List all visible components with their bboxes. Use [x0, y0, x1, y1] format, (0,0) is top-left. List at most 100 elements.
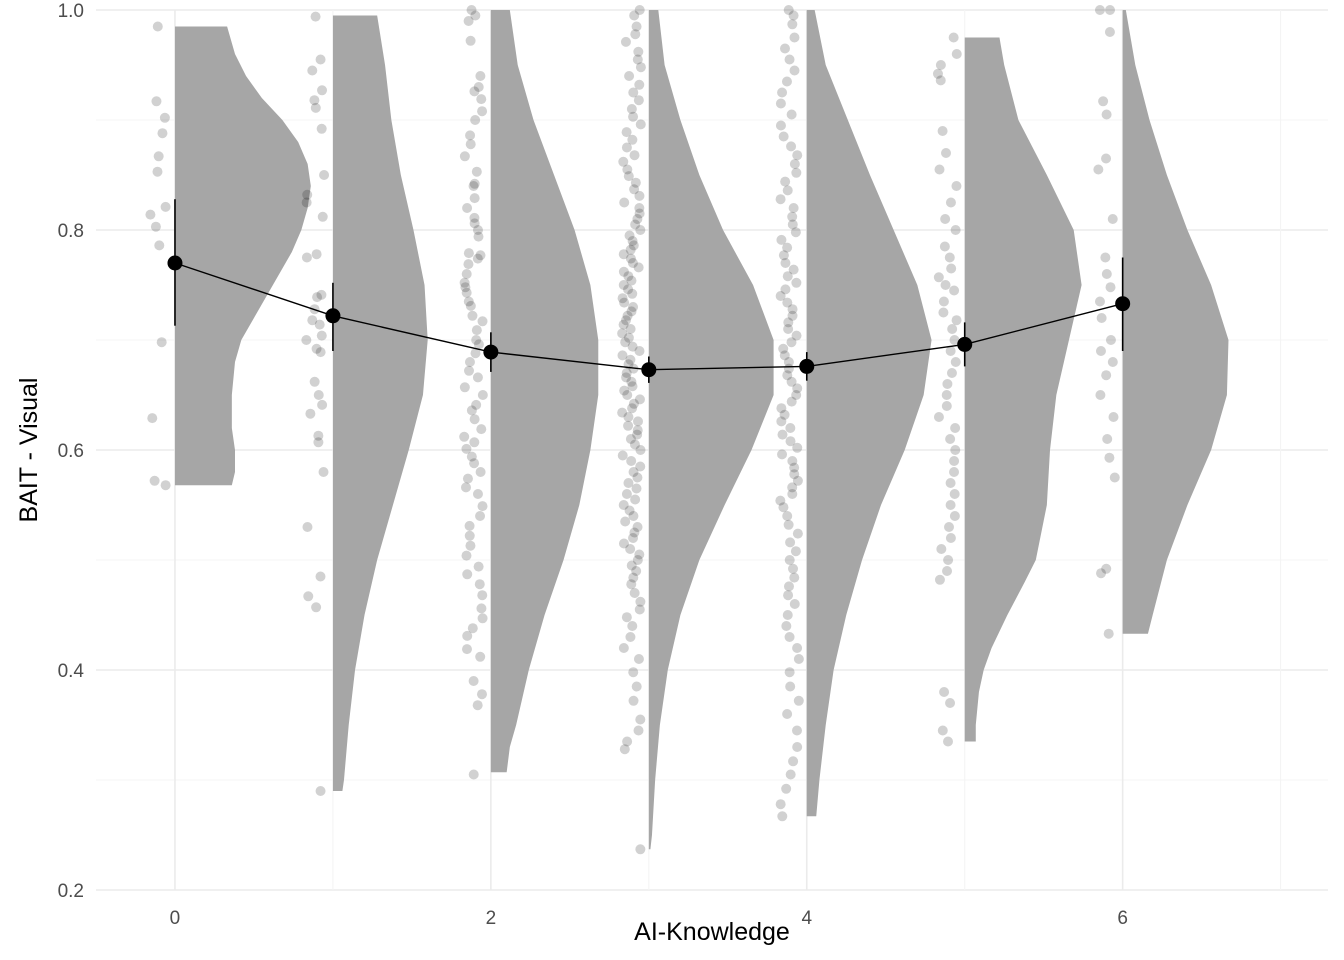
data-point: [635, 62, 646, 73]
data-point: [789, 159, 800, 169]
data-point: [786, 141, 797, 152]
data-point: [471, 166, 482, 177]
data-point: [156, 337, 167, 348]
data-point: [618, 266, 629, 277]
data-point: [950, 225, 961, 235]
data-point: [779, 350, 790, 361]
data-point: [941, 401, 952, 411]
data-point: [302, 522, 313, 532]
data-point: [789, 462, 800, 473]
data-point: [634, 394, 645, 405]
data-point: [624, 71, 635, 81]
data-point: [775, 98, 786, 109]
data-point: [630, 219, 641, 230]
data-point: [792, 643, 803, 653]
data-point: [776, 403, 787, 414]
data-point: [473, 561, 484, 572]
data-point: [149, 475, 160, 486]
data-point: [629, 10, 640, 21]
data-point: [468, 676, 479, 686]
data-point: [792, 475, 803, 486]
data-point: [626, 376, 637, 387]
data-point: [633, 654, 644, 664]
data-point: [632, 522, 643, 532]
data-point: [789, 65, 800, 76]
data-point: [465, 35, 476, 46]
data-point: [469, 178, 480, 189]
data-point: [940, 214, 951, 224]
data-point: [783, 324, 794, 334]
data-point: [623, 332, 634, 343]
data-point: [459, 277, 470, 288]
data-point: [775, 799, 786, 810]
density-2: [490, 10, 599, 773]
data-point: [465, 540, 476, 551]
data-point: [628, 695, 639, 706]
data-point: [628, 467, 639, 477]
data-point: [470, 348, 481, 359]
data-point: [468, 769, 479, 780]
data-point: [471, 325, 482, 336]
data-point: [951, 315, 962, 326]
data-point: [632, 429, 643, 440]
data-point: [933, 412, 944, 422]
data-point: [461, 550, 472, 561]
data-point: [628, 572, 639, 583]
data-point: [787, 482, 798, 493]
data-point: [635, 461, 646, 472]
data-point: [631, 21, 642, 32]
data-point: [624, 230, 635, 241]
mean-point-5: [957, 336, 973, 352]
data-point: [623, 412, 634, 422]
data-point: [617, 450, 628, 461]
data-point: [475, 511, 486, 521]
data-point: [309, 95, 320, 106]
data-point: [628, 511, 639, 521]
data-point: [301, 252, 312, 263]
data-point: [629, 150, 640, 161]
data-point: [469, 212, 480, 223]
data-point: [305, 408, 316, 419]
data-point: [626, 456, 637, 466]
data-point: [943, 736, 954, 747]
data-point: [469, 458, 480, 469]
data-point: [301, 197, 312, 208]
data-point: [786, 109, 797, 120]
data-point: [633, 95, 644, 106]
data-point: [631, 483, 642, 494]
data-point: [627, 134, 638, 145]
data-point: [791, 725, 802, 736]
data-point: [942, 566, 953, 576]
data-point: [786, 337, 797, 348]
mean-point-2: [483, 344, 499, 360]
data-point: [1105, 282, 1116, 293]
data-point: [620, 337, 631, 348]
data-point: [1105, 5, 1116, 15]
x-tick-label: 2: [486, 908, 497, 929]
data-point: [628, 398, 639, 409]
mean-point-4: [799, 358, 815, 374]
x-tick-label: 0: [170, 908, 181, 929]
data-point: [465, 139, 476, 150]
data-point: [318, 467, 329, 477]
data-point: [775, 194, 786, 205]
data-point: [1107, 214, 1118, 224]
data-point: [1096, 313, 1107, 323]
data-point: [933, 272, 944, 283]
data-point: [789, 469, 800, 480]
data-point: [793, 654, 804, 664]
density-4: [806, 10, 932, 817]
density-layer: [174, 10, 1229, 850]
data-point: [463, 259, 474, 270]
data-point: [626, 275, 637, 286]
data-point: [789, 572, 800, 583]
data-point: [311, 249, 322, 260]
data-point: [1098, 96, 1109, 107]
data-point: [152, 166, 163, 177]
data-point: [1108, 412, 1119, 422]
data-point: [946, 263, 957, 274]
data-point: [477, 501, 488, 512]
data-point: [313, 437, 324, 448]
data-point: [618, 156, 629, 167]
